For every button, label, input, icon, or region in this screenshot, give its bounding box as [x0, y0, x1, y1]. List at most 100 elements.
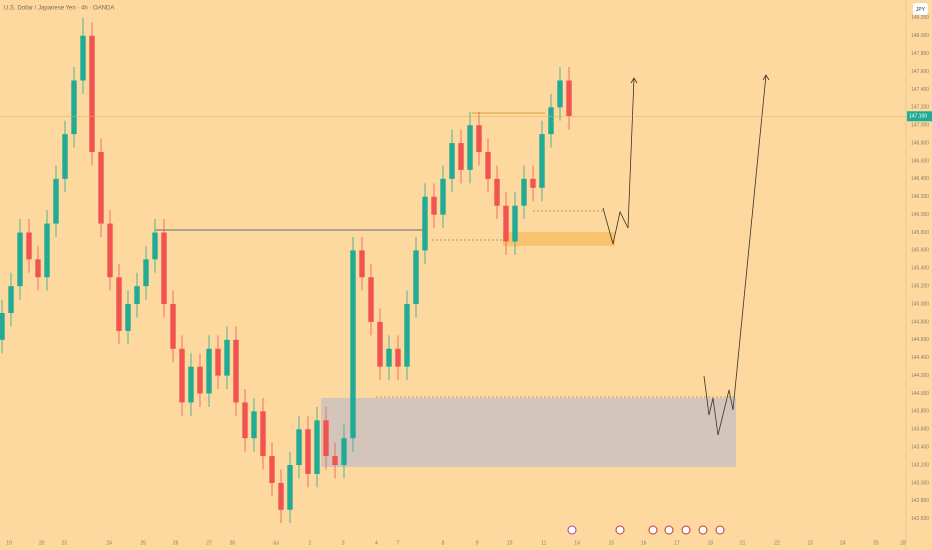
- candle-body: [8, 286, 14, 314]
- candle-body: [476, 125, 482, 153]
- currency-button[interactable]: [912, 2, 929, 16]
- event-icon: [567, 525, 577, 535]
- candle-body: [152, 232, 158, 260]
- y-tick-label: 143.200: [911, 462, 929, 468]
- candle-body: [251, 411, 257, 439]
- x-tick-label: 18: [708, 540, 714, 546]
- event-icon: [715, 525, 725, 535]
- event-icon: [681, 525, 691, 535]
- x-tick-label: 10: [507, 540, 513, 546]
- candle-body: [242, 402, 248, 439]
- x-tick-label: Jul: [272, 540, 278, 546]
- last-price-label: 147.100: [909, 114, 927, 120]
- y-tick-label: 145.600: [911, 248, 929, 254]
- y-tick-label: 144.000: [911, 391, 929, 397]
- candle-body: [530, 178, 536, 188]
- candle-body: [89, 35, 95, 153]
- last-price-tag: [907, 111, 932, 122]
- y-tick-label: 146.200: [911, 194, 929, 200]
- demand-zone: [321, 398, 736, 467]
- candle-body: [179, 348, 185, 403]
- event-icon: [615, 525, 625, 535]
- x-tick-label: 4: [375, 540, 378, 546]
- y-tick-label: 145.800: [911, 230, 929, 236]
- y-tick-label: 147.200: [911, 105, 929, 111]
- x-tick-label: 25: [141, 540, 147, 546]
- candle-body: [359, 250, 365, 278]
- projection-path: [602, 77, 635, 245]
- y-tick-label: 144.400: [911, 355, 929, 361]
- y-tick-label: 147.000: [911, 123, 929, 129]
- candle-body: [53, 178, 59, 224]
- candle-body: [17, 232, 23, 287]
- candle-body: [296, 429, 302, 466]
- candle-body: [197, 366, 203, 394]
- candle-body: [368, 277, 374, 322]
- candle-body: [143, 259, 149, 287]
- y-tick-label: 143.800: [911, 409, 929, 415]
- candle-body: [44, 223, 50, 278]
- candle-body: [26, 232, 32, 260]
- x-tick-label: 25: [873, 540, 879, 546]
- candle-body: [71, 80, 77, 135]
- candle-body: [98, 152, 104, 224]
- x-tick-label: 22: [774, 540, 780, 546]
- x-tick-label: 14: [574, 540, 580, 546]
- x-tick-label: 8: [442, 540, 445, 546]
- candle-body: [332, 456, 338, 466]
- candle-body: [350, 250, 356, 439]
- y-tick-label: 146.400: [911, 176, 929, 182]
- event-icon: [698, 525, 708, 535]
- y-tick-label: 144.600: [911, 337, 929, 343]
- candle-body: [503, 205, 509, 242]
- candle-body: [80, 35, 86, 81]
- y-tick-label: 145.000: [911, 301, 929, 307]
- demand-zone-small: [503, 232, 615, 246]
- x-tick-label: 15: [609, 540, 615, 546]
- y-tick-label: 143.400: [911, 444, 929, 450]
- x-tick-label: 19: [6, 540, 12, 546]
- y-tick-label: 144.200: [911, 373, 929, 379]
- candle-body: [161, 232, 167, 305]
- x-tick-label: 24: [840, 540, 846, 546]
- candle-body: [557, 80, 563, 108]
- candle-body: [206, 348, 212, 394]
- x-tick-label: 26: [173, 540, 179, 546]
- candle-body: [422, 196, 428, 251]
- candle-body: [548, 107, 554, 135]
- candle-body: [260, 411, 266, 457]
- x-tick-label: 21: [740, 540, 746, 546]
- candle-body: [116, 277, 122, 331]
- candle-body: [35, 259, 41, 278]
- y-tick-label: 146.000: [911, 212, 929, 218]
- y-tick-label: 147.400: [911, 87, 929, 93]
- candle-body: [512, 205, 518, 242]
- candle-body: [269, 456, 275, 483]
- candle-body: [125, 304, 131, 331]
- x-tick-label: 16: [641, 540, 647, 546]
- candle-body: [170, 304, 176, 349]
- candle-body: [458, 143, 464, 170]
- candle-body: [449, 143, 455, 179]
- y-tick-label: 145.400: [911, 266, 929, 272]
- event-icons: [567, 525, 725, 535]
- x-tick-label: 2: [308, 540, 311, 546]
- y-tick-label: 145.200: [911, 284, 929, 290]
- candle-body: [566, 80, 572, 117]
- arrow-head: [630, 77, 638, 84]
- currency-button-label[interactable]: JPY: [916, 7, 926, 13]
- candle-body: [62, 134, 68, 179]
- candle-body: [278, 482, 284, 510]
- x-tick-label: 24: [106, 540, 112, 546]
- candle-body: [494, 178, 500, 206]
- candle-body: [413, 250, 419, 305]
- chart-title: U.S. Dollar / Japanese Yen · 4h · OANDA: [4, 6, 114, 12]
- x-tick-label: 9: [476, 540, 479, 546]
- x-tick-label: 30: [230, 540, 236, 546]
- candle-body: [134, 286, 140, 305]
- candle-body: [539, 134, 545, 188]
- candle-body: [0, 313, 5, 340]
- candle-body: [224, 339, 230, 376]
- candle-body: [305, 429, 311, 474]
